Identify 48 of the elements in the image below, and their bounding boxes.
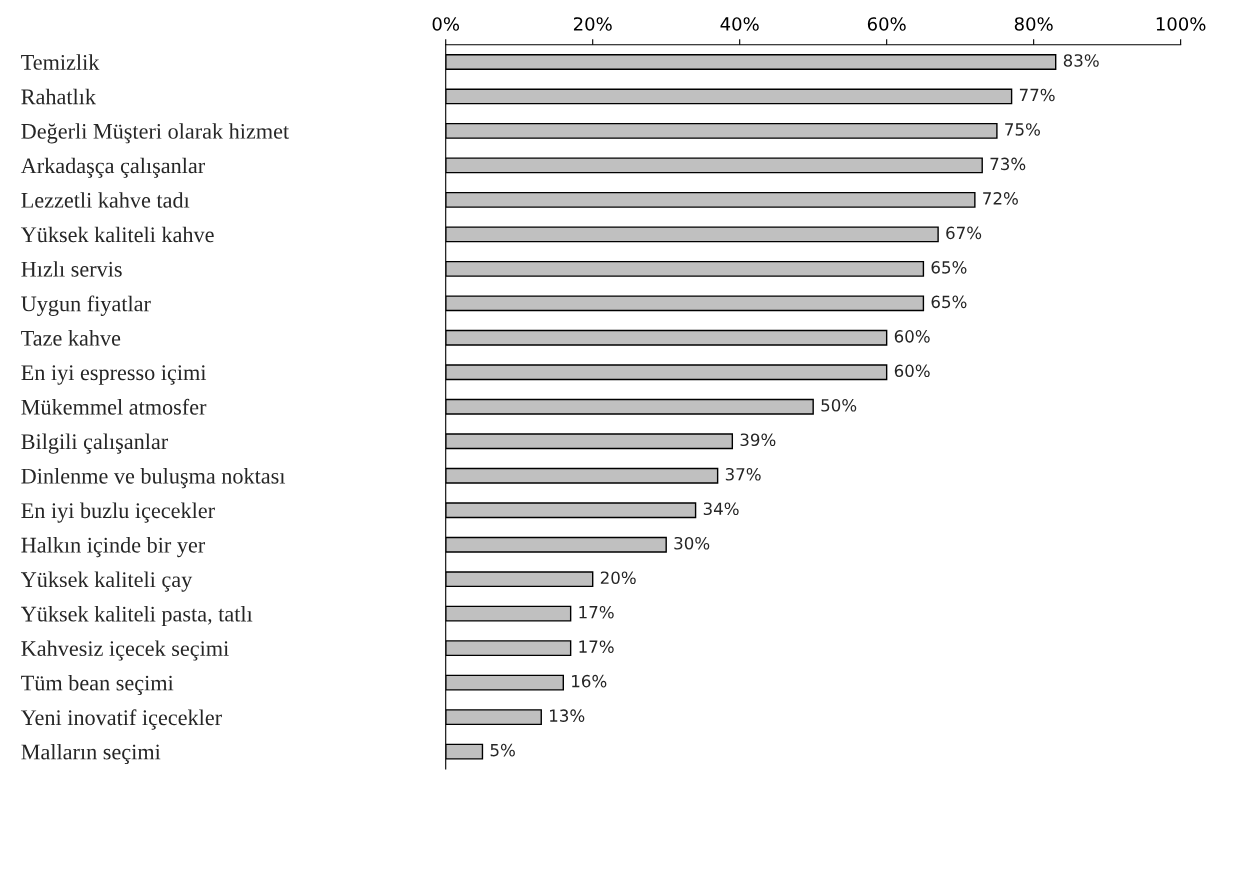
data-label: 60% [894, 364, 930, 378]
x-tick-label: 20% [573, 17, 612, 31]
data-label: 50% [821, 399, 857, 412]
y-tick-label: Bilgili çalışanlar [21, 433, 169, 454]
y-tick-label: Dinlenme ve buluşma noktası [21, 468, 286, 489]
data-label: 83% [1063, 54, 1099, 67]
data-label: 17% [579, 605, 614, 619]
data-label: 72% [983, 192, 1018, 205]
y-tick-label: Malların seçimi [21, 743, 161, 765]
y-tick-label: Rahatlık [21, 88, 96, 105]
y-tick-label: En iyi espresso içimi [21, 365, 207, 385]
data-label: 65% [931, 261, 967, 274]
data-label: 67% [946, 226, 982, 240]
data-label: 60% [894, 330, 930, 343]
data-label: 16% [572, 674, 607, 688]
data-label: 73% [990, 157, 1026, 171]
data-label: 37% [725, 467, 761, 481]
y-tick-label: Temizlik [21, 54, 100, 70]
y-tick-label: Uygun fiyatlar [21, 295, 151, 316]
data-label: 13% [550, 709, 585, 722]
y-tick-label: Arkadaşça çalışanlar [20, 157, 205, 178]
x-tick-label: 100% [1156, 17, 1206, 31]
x-tick-label: 60% [867, 17, 906, 31]
y-tick-label: Taze kahve [21, 330, 121, 346]
data-label: 17% [579, 640, 614, 653]
data-label: 77% [1019, 88, 1055, 102]
y-tick-label: Yüksek kaliteli çay [20, 571, 193, 592]
x-tick-label: 80% [1014, 17, 1053, 31]
y-tick-label: Yüksek kaliteli kahve [20, 226, 214, 243]
data-label: 39% [740, 433, 776, 447]
y-tick-label: Yeni inovatif içecekler [20, 709, 222, 730]
data-label: 34% [703, 502, 739, 516]
y-tick-label: Lezzetli kahve tadı [21, 192, 190, 208]
y-tick-label: Yüksek kaliteli pasta, tatlı [20, 605, 253, 627]
y-tick-label: Tüm bean seçimi [21, 674, 174, 696]
data-label: 75% [1005, 123, 1040, 136]
y-tick-label: Halkın içinde bir yer [21, 536, 206, 558]
y-tick-label: Kahvesiz içecek seçimi [21, 640, 229, 661]
data-label: 20% [600, 571, 636, 585]
y-tick-label: Hızlı servis [21, 261, 122, 277]
y-tick-label: Değerli Müşteri olarak hizmet [21, 123, 290, 144]
y-tick-label: Mükemmel atmosfer [21, 398, 207, 415]
x-tick-label: 0% [432, 17, 460, 31]
x-tick-label: 40% [720, 17, 759, 31]
data-label: 5% [490, 743, 515, 757]
data-label: 30% [674, 536, 710, 550]
y-tick-label: En iyi buzlu içecekler [21, 502, 215, 523]
data-label: 65% [931, 295, 967, 309]
